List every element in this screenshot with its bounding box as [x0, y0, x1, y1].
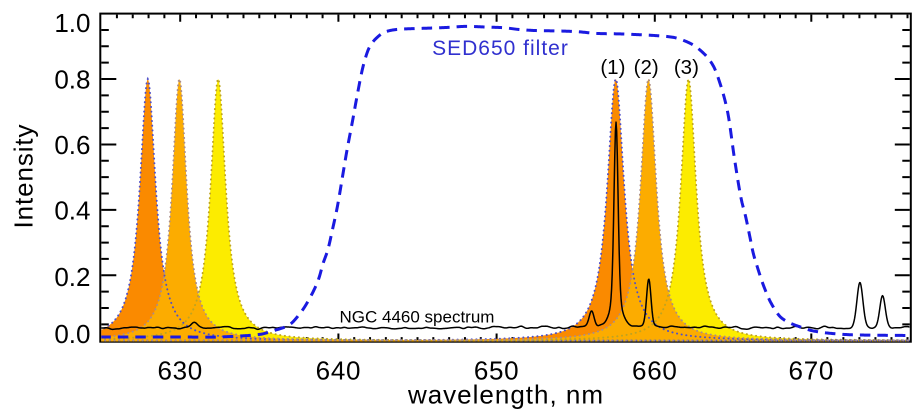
svg-text:SED650 filter: SED650 filter	[432, 37, 569, 60]
svg-text:(1): (1)	[600, 56, 625, 79]
svg-text:wavelength, nm: wavelength, nm	[407, 380, 604, 410]
svg-text:0.2: 0.2	[54, 262, 90, 292]
svg-text:NGC 4460 spectrum: NGC 4460 spectrum	[340, 308, 495, 327]
svg-text:(2): (2)	[634, 56, 659, 79]
svg-text:660: 660	[632, 356, 677, 386]
svg-text:0.0: 0.0	[54, 319, 90, 349]
svg-text:1.0: 1.0	[54, 8, 90, 38]
svg-text:650: 650	[474, 356, 519, 386]
svg-text:Intensity: Intensity	[8, 124, 38, 229]
svg-text:0.4: 0.4	[54, 195, 90, 225]
svg-text:0.8: 0.8	[54, 64, 90, 94]
svg-text:630: 630	[157, 356, 202, 386]
svg-text:640: 640	[316, 356, 361, 386]
svg-text:(3): (3)	[674, 56, 699, 79]
svg-text:0.6: 0.6	[54, 130, 90, 160]
svg-text:670: 670	[789, 356, 834, 386]
